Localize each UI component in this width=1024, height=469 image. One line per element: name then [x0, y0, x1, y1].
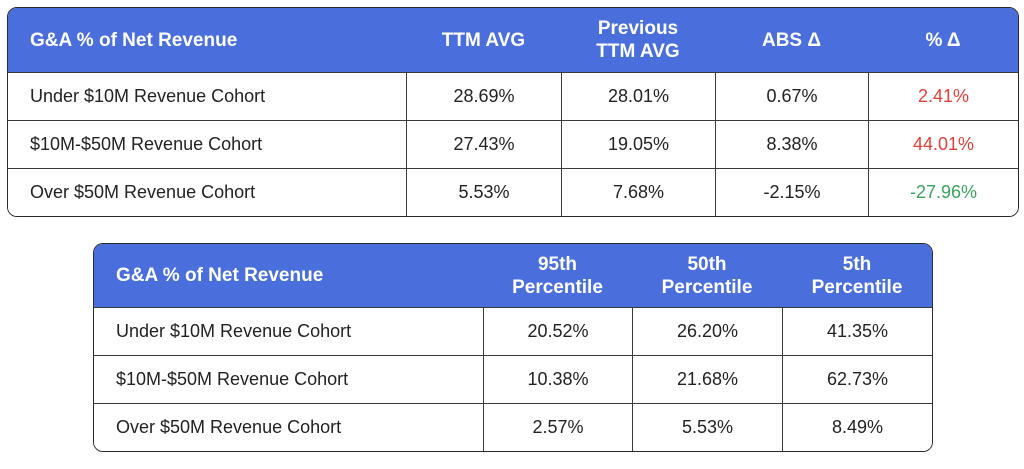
p5-cell: 41.35%	[782, 307, 932, 355]
percentile-table: G&A % of Net Revenue 95th Percentile 50th…	[93, 243, 933, 452]
ttm-avg-cell: 28.69%	[406, 72, 561, 120]
header-5th-percentile: 5th Percentile	[782, 244, 932, 307]
header-metric-label: G&A % of Net Revenue	[94, 244, 483, 307]
table-header-row: G&A % of Net Revenue 95th Percentile 50th…	[94, 244, 932, 307]
table-row: Over $50M Revenue Cohort 2.57% 5.53% 8.4…	[94, 403, 932, 451]
p50-cell: 21.68%	[632, 355, 782, 403]
row-label: Under $10M Revenue Cohort	[8, 72, 406, 120]
header-ttm-avg: TTM AVG	[406, 8, 561, 72]
row-label: $10M-$50M Revenue Cohort	[8, 120, 406, 168]
table-row: $10M-$50M Revenue Cohort 27.43% 19.05% 8…	[8, 120, 1018, 168]
p95-cell: 10.38%	[483, 355, 632, 403]
previous-ttm-avg-cell: 7.68%	[561, 168, 715, 216]
p5-cell: 8.49%	[782, 403, 932, 451]
p95-cell: 20.52%	[483, 307, 632, 355]
table-header-row: G&A % of Net Revenue TTM AVG Previous TTM…	[8, 8, 1018, 72]
row-label: $10M-$50M Revenue Cohort	[94, 355, 483, 403]
row-label: Under $10M Revenue Cohort	[94, 307, 483, 355]
pct-delta-cell: 2.41%	[868, 72, 1018, 120]
p50-cell: 26.20%	[632, 307, 782, 355]
previous-ttm-avg-cell: 19.05%	[561, 120, 715, 168]
header-pct-delta: % Δ	[868, 8, 1018, 72]
ttm-comparison-table: G&A % of Net Revenue TTM AVG Previous TTM…	[7, 7, 1019, 217]
p95-cell: 2.57%	[483, 403, 632, 451]
header-95th-percentile: 95th Percentile	[483, 244, 632, 307]
previous-ttm-avg-cell: 28.01%	[561, 72, 715, 120]
table-row: Over $50M Revenue Cohort 5.53% 7.68% -2.…	[8, 168, 1018, 216]
p5-cell: 62.73%	[782, 355, 932, 403]
row-label: Over $50M Revenue Cohort	[94, 403, 483, 451]
pct-delta-cell: -27.96%	[868, 168, 1018, 216]
table-row: Under $10M Revenue Cohort 20.52% 26.20% …	[94, 307, 932, 355]
p50-cell: 5.53%	[632, 403, 782, 451]
abs-delta-cell: -2.15%	[715, 168, 868, 216]
abs-delta-cell: 0.67%	[715, 72, 868, 120]
row-label: Over $50M Revenue Cohort	[8, 168, 406, 216]
ttm-avg-cell: 5.53%	[406, 168, 561, 216]
header-abs-delta: ABS Δ	[715, 8, 868, 72]
table-row: $10M-$50M Revenue Cohort 10.38% 21.68% 6…	[94, 355, 932, 403]
header-previous-ttm-avg: Previous TTM AVG	[561, 8, 715, 72]
table-row: Under $10M Revenue Cohort 28.69% 28.01% …	[8, 72, 1018, 120]
header-metric-label: G&A % of Net Revenue	[8, 8, 406, 72]
ttm-avg-cell: 27.43%	[406, 120, 561, 168]
pct-delta-cell: 44.01%	[868, 120, 1018, 168]
abs-delta-cell: 8.38%	[715, 120, 868, 168]
header-50th-percentile: 50th Percentile	[632, 244, 782, 307]
